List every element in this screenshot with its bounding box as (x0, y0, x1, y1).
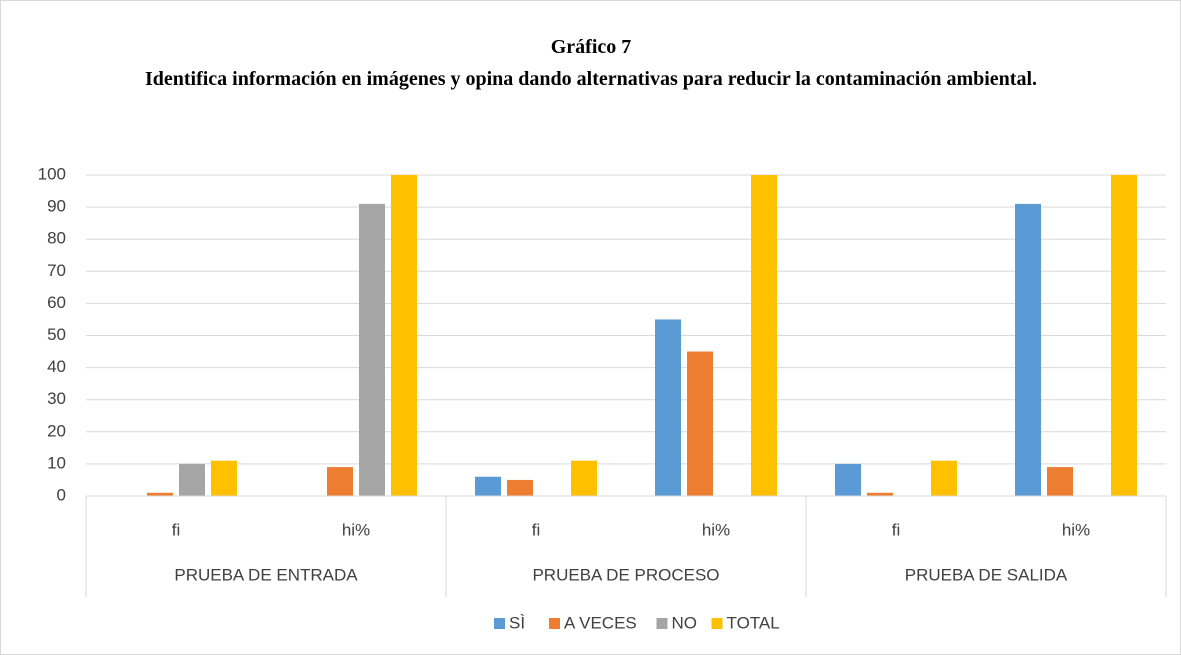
bar (687, 351, 713, 496)
bar (391, 175, 417, 496)
legend-label: NO (672, 613, 698, 632)
y-tick-label: 80 (47, 229, 66, 248)
group-label: PRUEBA DE PROCESO (532, 565, 719, 584)
bar (179, 463, 205, 496)
bar (655, 319, 681, 496)
bar (1015, 203, 1041, 496)
bar (1047, 467, 1073, 496)
bar (931, 460, 957, 496)
y-tick-label: 0 (57, 485, 66, 504)
x-tick-label: hi% (1062, 520, 1090, 539)
legend-label: A VECES (564, 613, 637, 632)
bar (571, 460, 597, 496)
y-tick-label: 50 (47, 325, 66, 344)
x-tick-label: hi% (702, 520, 730, 539)
bar (507, 479, 533, 496)
y-tick-label: 10 (47, 453, 66, 472)
bar (835, 463, 861, 496)
y-tick-label: 90 (47, 197, 66, 216)
y-tick-label: 20 (47, 421, 66, 440)
y-tick-label: 100 (38, 164, 66, 183)
bar (867, 492, 893, 496)
x-tick-label: hi% (342, 520, 370, 539)
bar (751, 175, 777, 496)
legend-swatch (656, 618, 668, 629)
chart-subtitle: Identifica información en imágenes y opi… (144, 68, 1038, 90)
x-tick-label: fi (172, 520, 181, 539)
y-tick-label: 40 (47, 357, 66, 376)
x-tick-label: fi (892, 520, 901, 539)
bar (211, 460, 237, 496)
y-tick-label: 60 (47, 293, 66, 312)
legend-swatch (549, 618, 560, 629)
bar (1111, 175, 1137, 496)
bar (359, 203, 385, 496)
chart-header: Gráfico 7 Identifica información en imág… (141, 33, 1041, 97)
chart-title: Gráfico 7 (550, 36, 632, 58)
y-tick-label: 70 (47, 261, 66, 280)
group-label: PRUEBA DE ENTRADA (174, 565, 358, 584)
legend-label: TOTAL (727, 613, 780, 632)
bar (327, 467, 353, 496)
legend-swatch (711, 618, 723, 629)
group-label: PRUEBA DE SALIDA (905, 565, 1068, 584)
legend-label: SÌ (509, 613, 525, 632)
bar (475, 476, 501, 496)
bar (147, 492, 173, 496)
x-tick-label: fi (532, 520, 541, 539)
y-tick-label: 30 (47, 389, 66, 408)
legend-swatch (494, 618, 505, 629)
